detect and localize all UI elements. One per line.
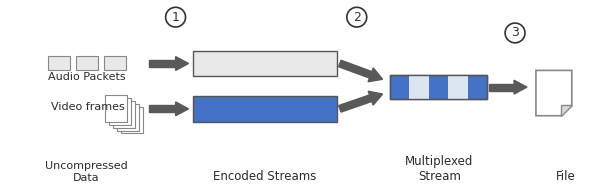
- FancyBboxPatch shape: [390, 75, 487, 99]
- Polygon shape: [514, 80, 527, 94]
- Circle shape: [505, 23, 525, 43]
- FancyBboxPatch shape: [117, 104, 138, 131]
- Text: 3: 3: [511, 26, 519, 39]
- Polygon shape: [176, 57, 188, 70]
- Polygon shape: [176, 102, 188, 116]
- FancyBboxPatch shape: [105, 95, 127, 122]
- FancyBboxPatch shape: [109, 98, 131, 125]
- Text: File: File: [556, 170, 576, 183]
- Polygon shape: [561, 105, 572, 116]
- Bar: [149, 60, 176, 67]
- Text: 2: 2: [353, 11, 361, 24]
- Bar: [489, 84, 514, 91]
- Text: Audio Packets: Audio Packets: [48, 72, 126, 82]
- Polygon shape: [536, 70, 572, 116]
- Text: Encoded Streams: Encoded Streams: [214, 170, 317, 183]
- Bar: [149, 105, 176, 112]
- FancyBboxPatch shape: [448, 75, 468, 99]
- Circle shape: [166, 7, 185, 27]
- FancyBboxPatch shape: [121, 107, 143, 133]
- FancyBboxPatch shape: [409, 75, 429, 99]
- Circle shape: [347, 7, 367, 27]
- Text: Uncompressed
Data: Uncompressed Data: [45, 161, 127, 183]
- Polygon shape: [339, 91, 382, 112]
- Text: Video frames: Video frames: [51, 102, 125, 112]
- Polygon shape: [339, 60, 382, 82]
- Text: Multiplexed
Stream: Multiplexed Stream: [405, 155, 473, 183]
- FancyBboxPatch shape: [193, 96, 337, 122]
- FancyBboxPatch shape: [48, 56, 70, 70]
- FancyBboxPatch shape: [113, 101, 135, 128]
- FancyBboxPatch shape: [104, 56, 126, 70]
- Text: 1: 1: [171, 11, 179, 24]
- FancyBboxPatch shape: [76, 56, 98, 70]
- FancyBboxPatch shape: [193, 51, 337, 76]
